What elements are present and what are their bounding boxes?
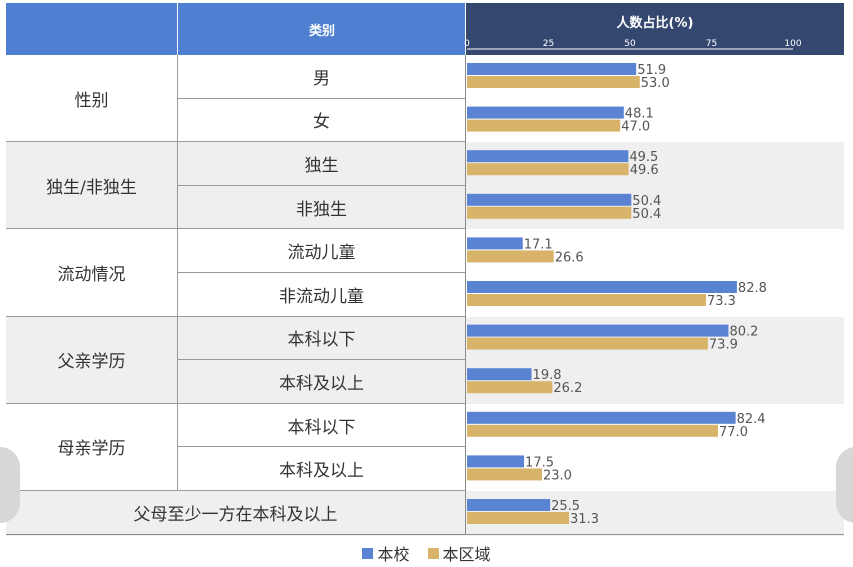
group-label: 独生/非独生 (6, 142, 177, 230)
legend-swatch-school (362, 547, 374, 559)
header-left: 类别 (6, 3, 465, 55)
group-label: 性别 (6, 55, 177, 143)
legend-label-region: 本区域 (442, 545, 491, 564)
category-label: 男 (177, 55, 465, 99)
scroll-left-button[interactable] (0, 447, 20, 523)
legend-item-region: 本区域 (427, 541, 491, 565)
scroll-right-button[interactable] (836, 447, 853, 523)
group-band (6, 55, 844, 143)
header-chart-title: 人数占比(%) (616, 16, 694, 31)
group-label: 父亲学历 (6, 317, 177, 404)
header-chart: 人数占比(%) (466, 3, 844, 55)
group-band (6, 491, 844, 535)
group-label: 流动情况 (6, 229, 177, 317)
category-label: 非流动儿童 (177, 273, 465, 317)
category-label: 独生 (177, 142, 465, 186)
category-label: 父母至少一方在本科及以上 (6, 491, 465, 535)
category-label: 本科及以上 (177, 447, 465, 491)
category-label: 流动儿童 (177, 229, 465, 273)
category-label: 本科及以上 (177, 360, 465, 404)
legend: 本校 本区域 (0, 541, 853, 565)
category-label: 本科以下 (177, 316, 465, 361)
group-band (6, 142, 844, 230)
header-category: 类别 (177, 3, 466, 55)
legend-swatch-region (427, 547, 439, 559)
category-label: 女 (177, 98, 465, 143)
group-label: 母亲学历 (6, 404, 177, 491)
category-label: 本科以下 (177, 403, 465, 448)
legend-label-school: 本校 (377, 545, 410, 564)
category-label: 非独生 (177, 185, 465, 230)
legend-item-school: 本校 (362, 541, 410, 565)
